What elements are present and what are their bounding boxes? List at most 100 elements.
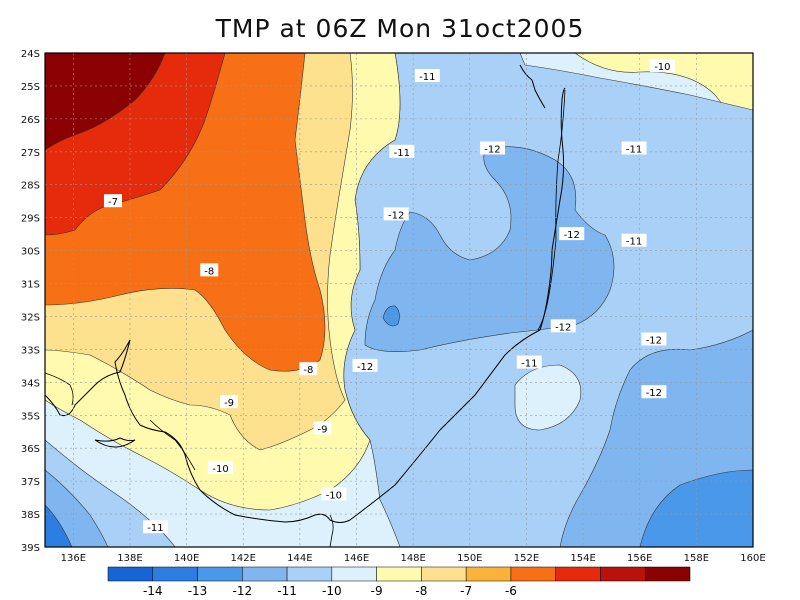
contour-label-text: -9 [224,398,234,409]
contour-label-box [200,263,219,277]
lat-tick-label: 38S [21,510,40,521]
contour-label-text: -12 [646,336,662,347]
colorbar-swatch [644,566,691,582]
lat-tick-label: 30S [21,247,40,258]
colorbar-swatch [107,566,154,582]
lon-tick-label: 142E [231,553,256,564]
contour-label-box [299,362,318,376]
colorbar-label: -10 [322,584,342,598]
contour-label-text: -11 [626,145,642,156]
lon-tick-label: 144E [287,553,312,564]
contour-label-box [220,395,239,409]
colorbar-label: -13 [188,584,208,598]
contour-label-box [414,69,440,83]
lon-tick-label: 146E [344,553,369,564]
lon-tick-label: 136E [61,553,86,564]
contour-label: -11 [621,233,647,248]
lat-tick-label: 28S [21,181,40,192]
contour-label: -8 [299,362,318,376]
contour-label: -11 [414,69,440,83]
lat-tick-label: 29S [21,214,40,225]
lat-tick-label: 31S [21,280,40,291]
contour-label-box [621,233,647,247]
lat-tick-label: 39S [21,543,40,554]
contour-label-text: -11 [626,237,642,248]
contour-label-box [559,227,585,241]
contour-label-box [142,520,168,534]
latitude-axis: 24S 25S 26S 27S 28S 29S 30S 31S 32S 33S 34S 35S 36S 3… [21,49,40,554]
lon-tick-label: 154E [570,553,595,564]
lat-tick-label: 27S [21,148,40,159]
lat-tick-label: 33S [21,345,40,356]
lon-tick-label: 158E [684,553,709,564]
lat-tick-label: 26S [21,115,40,126]
colorbar-label: -9 [371,584,383,598]
colorbar-swatch [197,566,243,582]
contour-label-box [516,355,542,369]
lon-tick-label: 156E [627,553,652,564]
colorbar-swatch [286,566,333,582]
contour-label: -12 [559,227,585,241]
contour-label: -11 [142,520,168,534]
contour-label: -9 [220,395,239,409]
colorbar-swatch [510,566,556,582]
contour-label-text: -11 [521,359,537,370]
contour-label-box [321,487,347,501]
contour-label: -12 [383,207,409,221]
field-band-m12 [364,146,615,352]
contour-label-box [479,141,505,155]
colorbar-label: -8 [415,584,427,598]
contour-label-box [641,332,667,346]
contour-label-text: -11 [147,523,163,534]
colorbar-swatch [376,566,422,582]
lon-tick-label: 152E [514,553,539,564]
contour-label-box [621,141,647,155]
lat-tick-label: 32S [21,312,40,323]
lat-tick-label: 25S [21,82,40,93]
colorbar-swatch [421,566,467,582]
contour-label-box [352,358,378,372]
field-band-island [514,364,582,431]
contour-label-text: -11 [394,148,410,159]
contour-label-box [641,385,667,399]
contour-label-box [383,207,409,221]
contour-label-box [103,194,122,208]
longitude-axis: 136E 138E 140E 142E 144E 146E 148E 150E 152E 154E… [61,553,766,564]
lat-tick-label: 34S [21,378,40,389]
field-band-m13-inner [382,305,400,327]
lon-tick-label: 150E [457,553,482,564]
colorbar-swatch [242,566,288,582]
contour-label-text: -9 [318,424,328,435]
contour-label: -12 [550,319,576,333]
colorbar-swatch [465,566,512,582]
contour-label: -11 [516,355,542,370]
contour-label-text: -10 [212,464,228,475]
lon-tick-label: 148E [400,553,425,564]
colorbar-swatch [152,566,198,582]
colorbar-label: -11 [277,584,297,598]
lat-tick-label: 24S [21,49,40,60]
contour-label: -9 [313,421,332,435]
contour-label-box [649,59,675,73]
lon-tick-label: 138E [117,553,142,564]
contour-label-text: -10 [654,62,670,73]
lon-tick-label: 140E [174,553,199,564]
shaded-field [45,53,753,547]
contour-labels: -11 -10 -11 -12 -11 -7 -12 -12 -11 -8 -12 -12 -12 -11… [103,59,675,534]
contour-label-text: -8 [204,266,214,277]
contour-label-box [550,319,576,333]
contour-label-text: -12 [357,362,373,373]
colorbar: -14 -13 -12 -11 -10 -9 -8 -7 -6 [107,566,691,598]
lon-tick-label: 160E [740,553,765,564]
contour-label-box [313,421,332,435]
coastline [45,64,566,523]
contour-label: -10 [649,59,675,73]
contour-label-text: -12 [484,145,500,156]
contour-label: -11 [389,144,415,159]
contour-label-text: -12 [564,230,580,241]
field-band-m5 [45,53,166,151]
contour-label: -8 [200,263,219,277]
contour-label-text: -10 [326,490,342,501]
lat-tick-label: 37S [21,477,40,488]
